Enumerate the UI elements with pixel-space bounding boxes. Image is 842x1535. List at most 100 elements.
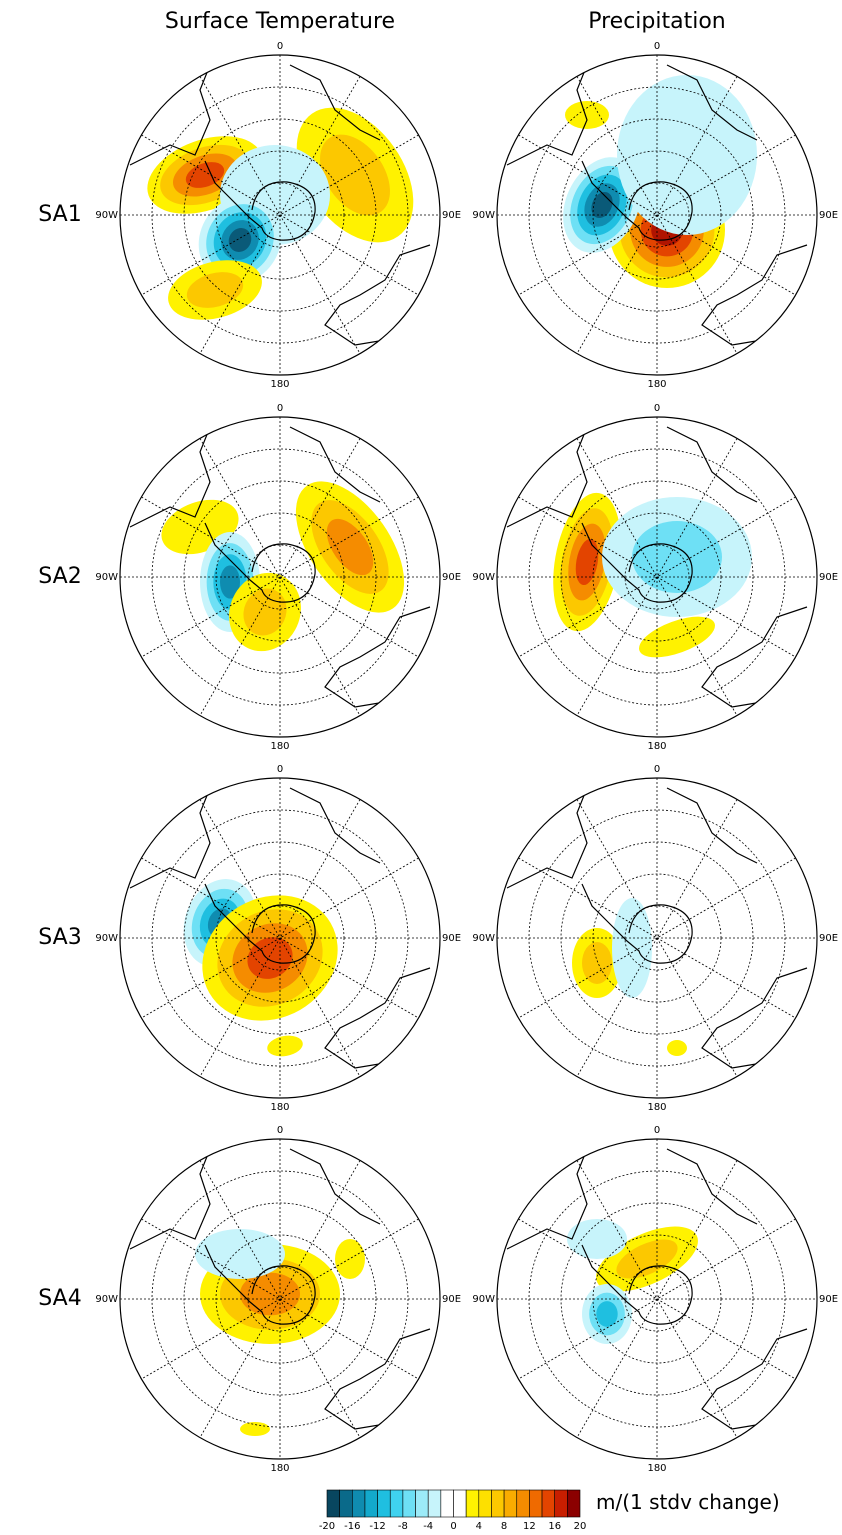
map-label: 90E <box>819 210 838 221</box>
anomaly <box>617 75 757 235</box>
colorbar-tick-label: 16 <box>548 1521 561 1532</box>
map-border <box>496 416 818 738</box>
map-label: 90E <box>819 572 838 583</box>
map-label: 90E <box>819 1294 838 1305</box>
map-fill <box>120 55 440 375</box>
meridian <box>141 1218 419 1380</box>
map-label: 0 <box>654 403 660 414</box>
column-title: Precipitation <box>588 9 726 34</box>
anomaly <box>267 1035 303 1057</box>
colorbar-cell <box>427 1489 442 1518</box>
coastline <box>204 1244 316 1325</box>
colorbar-cell <box>351 1489 366 1518</box>
map-label: 0 <box>277 41 283 52</box>
anomaly <box>639 616 715 658</box>
map-border <box>119 416 441 738</box>
map-fill <box>497 417 817 737</box>
map-fill <box>120 1139 440 1459</box>
meridian <box>518 496 796 658</box>
colorbar-tick-label: -20 <box>319 1521 335 1532</box>
anomaly <box>326 518 374 576</box>
map-label: 90W <box>95 572 118 583</box>
anomaly <box>667 1040 687 1056</box>
meridian <box>141 857 419 1019</box>
map-label: 0 <box>277 1125 283 1136</box>
coastline <box>581 522 693 603</box>
polar-map: 0 180 90W 90E <box>472 764 838 1113</box>
row-label: SA3 <box>38 925 81 950</box>
anomaly <box>320 134 390 216</box>
anomaly <box>228 228 252 252</box>
map-label: 0 <box>277 764 283 775</box>
polar-map: 0 180 90W 90E <box>472 41 838 390</box>
colorbar-tick-label: 8 <box>501 1521 507 1532</box>
map-label: 0 <box>654 1125 660 1136</box>
colorbar-cell <box>339 1489 353 1518</box>
colorbar-tick-label: 20 <box>574 1521 587 1532</box>
colorbar-cell <box>326 1489 340 1518</box>
map-label: 90W <box>472 1294 495 1305</box>
row-label: SA4 <box>38 1286 81 1311</box>
colorbar-cell <box>541 1489 555 1518</box>
anomaly <box>195 1229 285 1279</box>
map-label: 180 <box>270 379 289 390</box>
colorbar-tick-label: 12 <box>523 1521 536 1532</box>
map-border <box>119 54 441 376</box>
colorbar-cell <box>503 1489 518 1518</box>
polar-map: 0 180 90W 90E <box>95 764 461 1113</box>
map-label: 90W <box>472 933 495 944</box>
map-label: 0 <box>277 403 283 414</box>
colorbar-tick-label: 4 <box>476 1521 482 1532</box>
map-border <box>496 1138 818 1460</box>
map-label: 0 <box>654 41 660 52</box>
map-border <box>119 1138 441 1460</box>
anomaly <box>612 898 652 998</box>
colorbar-cell <box>491 1489 505 1518</box>
map-label: 90E <box>819 933 838 944</box>
map-label: 90E <box>442 210 461 221</box>
colorbar-cell <box>389 1489 404 1518</box>
map-label: 0 <box>654 764 660 775</box>
row-label: SA2 <box>38 564 81 589</box>
map-label: 90W <box>95 210 118 221</box>
anomaly <box>240 1422 270 1436</box>
map-label: 90W <box>95 1294 118 1305</box>
colorbar-cell <box>554 1489 568 1518</box>
anomaly <box>243 588 287 636</box>
map-fill <box>120 417 440 737</box>
map-label: 180 <box>270 741 289 752</box>
map-fill <box>497 778 817 1098</box>
map-border <box>496 777 818 1099</box>
meridian <box>141 496 419 658</box>
colorbar-cell <box>567 1489 581 1518</box>
coastline <box>204 883 316 964</box>
map-label: 90W <box>472 210 495 221</box>
colorbar-cell <box>364 1489 378 1518</box>
colorbar-tick-label: -4 <box>423 1521 433 1532</box>
polar-map: 0 180 90W 90E <box>472 403 838 752</box>
anomaly <box>565 101 609 129</box>
colorbar-cell <box>478 1489 492 1518</box>
colorbar-tick-label: 0 <box>450 1521 456 1532</box>
meridian <box>518 134 796 296</box>
meridian <box>518 1218 796 1380</box>
map-label: 180 <box>647 741 666 752</box>
meridian <box>518 857 796 1019</box>
map-label: 180 <box>270 1102 289 1113</box>
colorbar-tick-label: -8 <box>398 1521 408 1532</box>
map-label: 180 <box>647 1463 666 1474</box>
coastline <box>204 522 316 603</box>
colorbar-cell <box>440 1489 454 1518</box>
anomaly <box>616 1239 678 1279</box>
anomaly <box>596 1301 618 1327</box>
map-label: 90E <box>442 933 461 944</box>
map-border <box>496 54 818 376</box>
colorbar-tick-label: -16 <box>344 1521 360 1532</box>
colorbar-cell <box>415 1489 429 1518</box>
anomaly <box>582 942 612 984</box>
polar-map: 0 180 90W 90E <box>472 1125 838 1474</box>
colorbar-cell <box>465 1489 480 1518</box>
polar-map: 0 180 90W 90E <box>95 403 461 752</box>
polar-map: 0 180 90W 90E <box>95 1125 461 1474</box>
